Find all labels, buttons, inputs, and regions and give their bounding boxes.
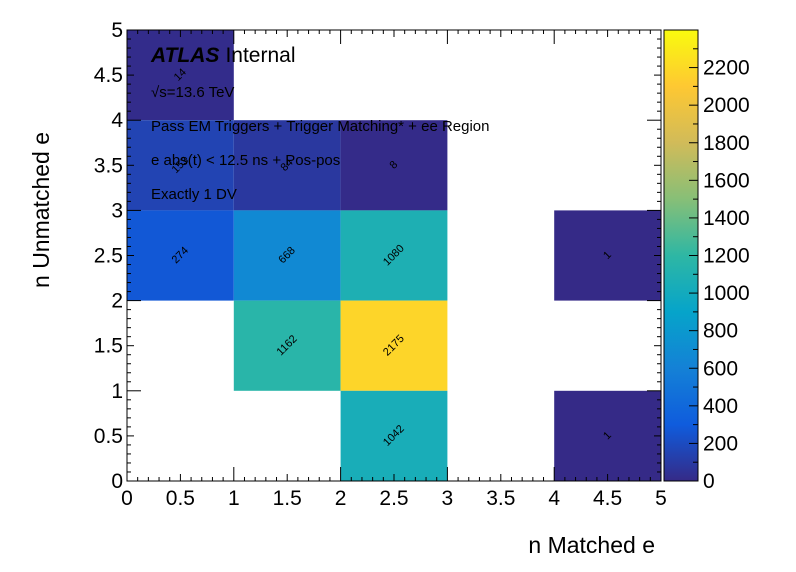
x-tick-label: 2.5	[379, 487, 408, 510]
annotation-block: ATLAS Internal √s=13.6 TeV Pass EM Trigge…	[150, 44, 490, 203]
y-tick-label: 2.5	[94, 245, 123, 268]
x-tick-label: 2	[335, 487, 347, 510]
heatmap-cell	[554, 210, 661, 301]
color-scale-tick-label: 1000	[703, 282, 750, 305]
y-tick-label: 3	[111, 199, 123, 222]
atlas-bold-text: ATLAS	[150, 44, 219, 67]
color-scale-bar: 0 200 400 600 800 1000 1200 1400 1600 1800 2000 220…	[663, 29, 750, 493]
heatmap-cell	[233, 210, 341, 301]
color-scale-tick-label: 1200	[703, 245, 750, 268]
color-scale-ticks: 0 200 400 600 800 1000 1200 1400 1600 1800 2000 220…	[689, 48, 750, 493]
selection-label-2: e abs(t) < 12.5 ns + Pos-pos	[151, 152, 340, 169]
color-scale-tick-label: 400	[703, 395, 738, 418]
heatmap-cell	[233, 120, 341, 211]
y-tick-label: 3.5	[94, 154, 123, 177]
color-scale-tick-label: 1800	[703, 132, 750, 155]
selection-label-1: Pass EM Triggers + Trigger Matching* + e…	[151, 118, 490, 135]
heatmap-cell	[340, 120, 448, 211]
color-scale-tick-label: 200	[703, 432, 738, 455]
x-tick-label: 3	[442, 487, 454, 510]
y-tick-label: 2	[111, 290, 123, 313]
y-tick-label: 4	[111, 109, 123, 132]
heatmap-cell	[233, 300, 341, 391]
color-scale-tick-label: 0	[703, 470, 715, 493]
y-tick-label: 1.5	[94, 335, 123, 358]
heatmap-cell	[340, 300, 448, 391]
heatmap-cell	[554, 390, 661, 481]
y-tick-label: 0	[111, 470, 123, 493]
energy-label: √s=13.6 TeV	[151, 84, 234, 101]
color-scale-tick-label: 800	[703, 320, 738, 343]
heatmap-cells	[127, 30, 661, 481]
selection-label-3: Exactly 1 DV	[151, 186, 237, 203]
color-scale-tick-label: 2200	[703, 57, 750, 80]
x-tick-label: 0.5	[166, 487, 195, 510]
x-tick-label: 3.5	[486, 487, 515, 510]
x-tick-label: 1.5	[273, 487, 302, 510]
heatmap-cell	[340, 210, 448, 301]
y-tick-label: 5	[111, 19, 123, 42]
x-axis-label: n Matched e	[528, 532, 655, 558]
color-scale-tick-label: 2000	[703, 94, 750, 117]
x-tick-label: 0	[121, 487, 133, 510]
heatmap-cell	[340, 390, 448, 481]
x-tick-label: 4	[548, 487, 560, 510]
y-axis-label: n Unmatched e	[28, 132, 54, 288]
heatmap-cell	[127, 30, 234, 121]
x-tick-label: 5	[655, 487, 667, 510]
y-tick-label: 4.5	[94, 64, 123, 87]
x-tick-label: 1	[228, 487, 240, 510]
heatmap-cell	[127, 210, 234, 301]
y-axis: 0 0.5 1 1.5 2 2.5 3 3.5 4 4.5 5	[94, 19, 661, 493]
x-axis: 0 0.5 1 1.5 2 2.5 3 3.5 4 4.5 5	[121, 30, 667, 510]
heatmap-cell	[127, 120, 234, 211]
color-scale-tick-label: 1600	[703, 169, 750, 192]
color-scale-tick-label: 600	[703, 357, 738, 380]
color-scale-tick-label: 1400	[703, 207, 750, 230]
x-tick-label: 4.5	[593, 487, 622, 510]
atlas-status-text: Internal	[225, 44, 295, 67]
y-tick-label: 1	[111, 380, 123, 403]
atlas-label: ATLAS Internal	[150, 44, 295, 67]
y-tick-label: 0.5	[94, 425, 123, 448]
